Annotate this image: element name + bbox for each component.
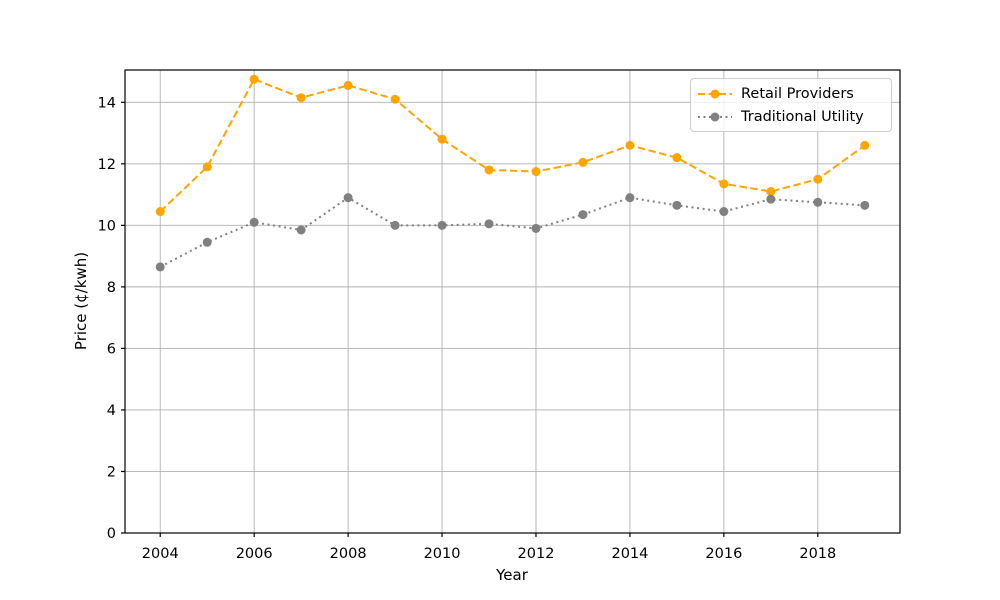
data-point xyxy=(484,219,494,229)
data-point xyxy=(719,207,729,217)
x-tick-label: 2004 xyxy=(142,546,179,562)
data-point xyxy=(437,220,447,230)
data-point xyxy=(672,153,682,163)
data-point xyxy=(249,217,259,227)
data-point xyxy=(860,200,870,210)
y-tick-label: 4 xyxy=(107,403,116,419)
y-axis-label: Price (¢/kwh) xyxy=(72,252,90,350)
data-point xyxy=(578,157,588,167)
data-point xyxy=(343,80,353,90)
legend-label: Traditional Utility xyxy=(741,108,864,125)
x-tick-label: 2016 xyxy=(705,546,742,562)
traditional-utility-line-sample-icon xyxy=(698,112,732,121)
data-point xyxy=(437,134,447,144)
y-tick-label: 10 xyxy=(98,218,116,234)
data-point xyxy=(390,220,400,230)
series-line-1 xyxy=(159,196,865,268)
y-tick-label: 14 xyxy=(98,95,116,111)
data-point xyxy=(343,193,353,203)
data-point xyxy=(296,225,306,235)
plot-border xyxy=(124,69,901,534)
data-point xyxy=(249,74,259,84)
x-tick-label: 2010 xyxy=(424,546,461,562)
axes-layer: 2004 2006 2008 2010 2012 2014 2016 2018 0 2 4 6 8 10 1… xyxy=(98,69,901,562)
series-layer xyxy=(155,74,870,272)
data-point xyxy=(202,237,212,247)
retail-providers-line-sample-icon xyxy=(698,89,732,98)
x-tick-label: 2006 xyxy=(236,546,273,562)
data-point xyxy=(625,193,635,203)
y-tick-label: 12 xyxy=(98,157,116,173)
x-tick-label: 2008 xyxy=(330,546,367,562)
data-point xyxy=(672,200,682,210)
data-point xyxy=(202,162,212,172)
legend: Retail Providers Traditional Utility xyxy=(690,78,892,132)
data-point xyxy=(531,223,541,233)
data-point xyxy=(813,174,823,184)
data-point xyxy=(813,197,823,207)
data-point xyxy=(766,187,776,197)
y-tick-label: 6 xyxy=(107,341,116,357)
x-tick-label: 2012 xyxy=(518,546,555,562)
data-point xyxy=(296,93,306,103)
x-tick-label: 2014 xyxy=(611,546,648,562)
data-point xyxy=(390,94,400,104)
legend-item-retail-providers: Retail Providers xyxy=(698,84,883,103)
data-point xyxy=(155,207,165,217)
data-point xyxy=(625,140,635,150)
series-line-0 xyxy=(159,77,866,213)
legend-label: Retail Providers xyxy=(741,85,854,102)
data-point xyxy=(578,210,588,220)
grid-layer xyxy=(125,70,900,534)
data-point xyxy=(531,167,541,177)
x-tick-label: 2018 xyxy=(799,546,836,562)
data-point xyxy=(155,262,165,272)
data-point xyxy=(860,140,870,150)
data-point xyxy=(766,194,776,204)
y-tick-label: 8 xyxy=(107,280,116,296)
data-point xyxy=(484,165,494,175)
x-axis-label: Year xyxy=(495,566,529,584)
y-tick-label: 2 xyxy=(107,464,116,480)
data-point xyxy=(719,179,729,189)
legend-item-traditional-utility: Traditional Utility xyxy=(698,107,883,126)
y-tick-label: 0 xyxy=(107,526,116,542)
